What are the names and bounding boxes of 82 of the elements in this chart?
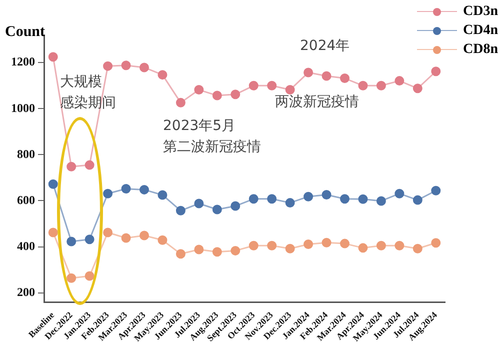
point [358,194,368,204]
point [103,228,113,238]
point [194,198,204,208]
point [394,240,404,250]
point [322,190,332,200]
point [121,60,131,70]
point [358,243,368,253]
point [267,194,277,204]
point [322,238,332,248]
point [84,271,94,281]
y-tick-label: 600 [17,192,35,207]
point [304,192,314,202]
y-tick-label: 200 [17,284,35,299]
legend-label: CD4n [462,22,498,38]
point [248,194,258,204]
legend-label: CD8n [462,42,498,58]
point [194,85,204,95]
point [340,238,350,248]
point [412,244,422,254]
point [248,240,258,250]
point [66,162,76,172]
point [48,179,58,189]
point [103,61,113,71]
point [412,195,422,205]
annotation: 2024年 [300,37,350,56]
point [158,235,168,245]
point [304,68,314,78]
annotation: 2023年5月 [163,117,236,136]
point [176,206,186,216]
annotation: 大规模 [60,73,102,92]
point [194,244,204,254]
point [212,247,222,257]
y-tick-label: 400 [17,238,35,253]
annotation: 两波新冠疫情 [275,93,359,112]
point [340,194,350,204]
point [431,238,441,248]
point [230,246,240,256]
point [394,76,404,86]
point [212,90,222,100]
annotation: 第二波新冠疫情 [163,138,261,157]
point [48,52,58,62]
point [84,160,94,170]
point [176,249,186,259]
point [248,80,258,90]
point [84,234,94,244]
point [267,80,277,90]
point [285,244,295,254]
point [267,240,277,250]
point [212,204,222,214]
point [230,90,240,100]
point [158,190,168,200]
point [140,62,149,72]
point [340,74,350,84]
y-tick-label: 1200 [11,54,35,69]
point [66,273,76,283]
point [121,184,131,194]
point [376,80,386,90]
point [376,240,386,250]
point [412,84,422,94]
point [103,188,113,198]
point [66,236,76,246]
point [121,233,131,243]
y-tick-label: 800 [17,146,35,161]
point [285,85,295,95]
point [140,184,149,194]
point [158,70,168,80]
y-tick-label: 1000 [11,100,35,115]
point [230,201,240,211]
point [176,98,186,108]
point [285,198,295,208]
point [394,188,404,198]
point [376,196,386,206]
point [48,228,58,238]
annotation: 感染期间 [60,94,116,113]
y-axis-title: Count [5,24,46,41]
point [322,71,332,81]
point [431,66,441,76]
point [140,230,149,240]
point [431,186,441,196]
point [358,80,368,90]
legend-label: CD3n [462,4,498,20]
point [304,239,314,249]
